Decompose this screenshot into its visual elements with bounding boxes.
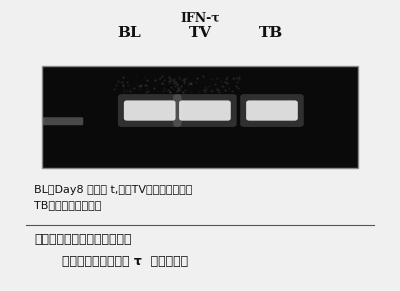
FancyBboxPatch shape [179,100,231,121]
Text: TV: TV [188,26,212,40]
Text: IFN-τ: IFN-τ [180,12,220,25]
Text: TB：栄養膜細胞単層: TB：栄養膜細胞単層 [34,200,102,210]
FancyBboxPatch shape [118,94,182,127]
Text: TB: TB [259,26,283,40]
FancyBboxPatch shape [43,117,83,125]
Text: BL: BL [117,26,141,40]
FancyBboxPatch shape [173,94,237,127]
FancyBboxPatch shape [124,100,176,121]
FancyBboxPatch shape [42,65,358,168]
FancyBboxPatch shape [246,100,298,121]
Text: BL：Day8 胚盤胞 t,　　TV：栄養膜小胞，: BL：Day8 胚盤胞 t, TV：栄養膜小胞， [34,185,193,195]
Text: インターフェロン τ  遺伝子発現: インターフェロン τ 遺伝子発現 [62,255,188,268]
Text: 図３．培養栄養膜細胞からの: 図３．培養栄養膜細胞からの [34,233,132,246]
FancyBboxPatch shape [240,94,304,127]
